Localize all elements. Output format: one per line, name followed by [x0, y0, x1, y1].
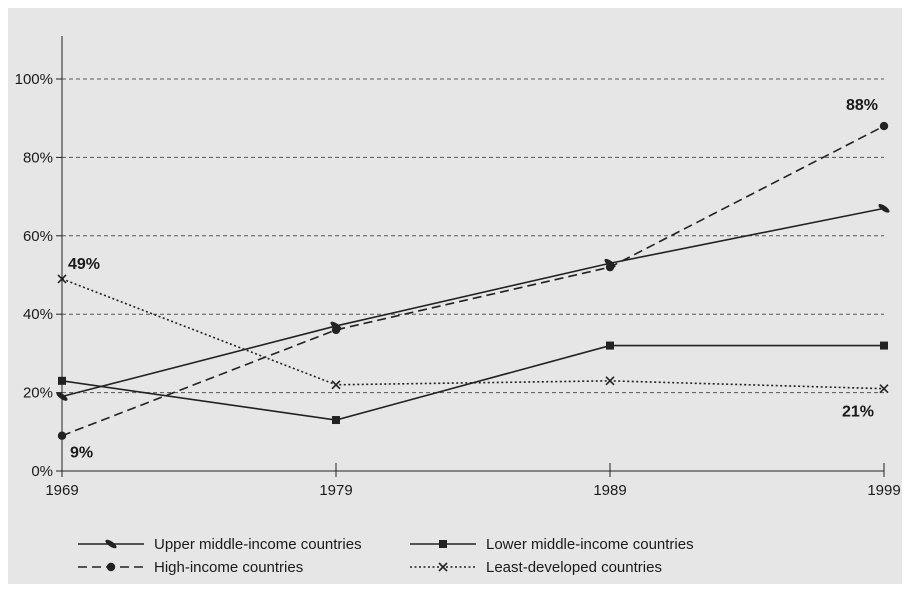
data-label-high-1999: 88%	[846, 97, 878, 114]
data-point-lower-1989	[606, 342, 614, 350]
data-point-high-1989	[606, 263, 614, 271]
series-line-upper	[62, 208, 884, 396]
data-point-high-1969	[58, 432, 66, 440]
data-label-least-1969: 49%	[68, 256, 100, 273]
legend-label: Upper middle-income countries	[154, 536, 362, 553]
legend-swatch-marker	[439, 540, 447, 548]
series-line-lower	[62, 346, 884, 420]
series-line-high	[62, 126, 884, 436]
legend-swatch-marker	[439, 563, 447, 571]
x-tick-label: 1979	[319, 482, 352, 499]
data-point-lower-1999	[880, 342, 888, 350]
y-tick-label: 60%	[23, 228, 53, 245]
data-point-least-1989	[606, 377, 614, 385]
y-tick-label: 0%	[31, 463, 53, 480]
legend-label: Lower middle-income countries	[486, 536, 694, 553]
data-labels: 49% 9% 88% 21%	[68, 97, 878, 462]
data-point-lower-1979	[332, 416, 340, 424]
data-point-high-1999	[880, 122, 888, 130]
legend-item-upper: Upper middle-income countries	[78, 536, 362, 553]
x-tick-label: 1999	[867, 482, 900, 499]
legend-item-high: High-income countries	[78, 559, 303, 576]
data-label-least-1999: 21%	[842, 404, 874, 421]
data-point-upper-1999	[877, 203, 891, 215]
legend-label: High-income countries	[154, 559, 303, 576]
data-point-least-1999	[880, 385, 888, 393]
y-tick-label: 80%	[23, 149, 53, 166]
data-point-least-1979	[332, 381, 340, 389]
legend-swatch-marker	[107, 563, 115, 571]
chart-frame: 0% 20% 40% 60% 80% 100% 1969 1979 1989 1999 49% 9%…	[8, 8, 902, 584]
y-tick-label: 40%	[23, 306, 53, 323]
x-tick-label: 1989	[593, 482, 626, 499]
series-lines	[62, 126, 884, 436]
y-tick-label: 100%	[15, 71, 53, 88]
data-point-high-1979	[332, 326, 340, 334]
legend-label: Least-developed countries	[486, 559, 662, 576]
legend-item-lower: Lower middle-income countries	[410, 536, 694, 553]
data-label-high-1969: 9%	[70, 445, 93, 462]
axes: 0% 20% 40% 60% 80% 100% 1969 1979 1989 1999	[15, 36, 901, 499]
legend-item-least: Least-developed countries	[410, 559, 662, 576]
legend: Upper middle-income countries Lower middl…	[78, 536, 694, 576]
data-point-lower-1969	[58, 377, 66, 385]
y-tick-label: 20%	[23, 385, 53, 402]
x-tick-label: 1969	[45, 482, 78, 499]
